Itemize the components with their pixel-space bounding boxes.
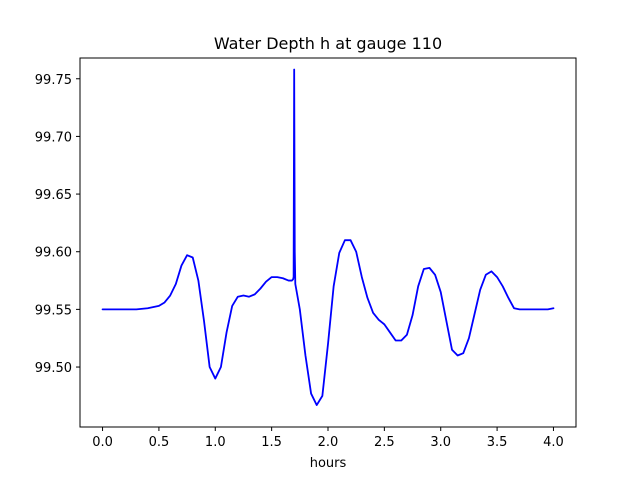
x-tick-label: 3.5 (487, 435, 508, 450)
series-layer (101, 68, 555, 406)
x-tick-label: 1.0 (205, 435, 226, 450)
y-tick-label: 99.75 (35, 73, 72, 88)
x-tick-label: 0.0 (92, 435, 113, 450)
y-tick-label: 99.50 (35, 361, 72, 376)
series-line-0 (101, 68, 555, 406)
y-axis-ticks: 99.50 99.55 99.60 99.65 99.70 99.75 (35, 73, 80, 376)
x-tick-label: 2.0 (318, 435, 339, 450)
x-tick-label: 1.5 (261, 435, 282, 450)
x-axis-ticks: 0.0 0.5 1.0 1.5 2.0 2.5 3.0 3.5 4.0 (92, 427, 564, 450)
chart-title: Water Depth h at gauge 110 (214, 34, 442, 53)
y-tick-label: 99.55 (35, 303, 72, 318)
x-tick-label: 2.5 (374, 435, 395, 450)
y-tick-label: 99.65 (35, 188, 72, 203)
x-tick-label: 4.0 (543, 435, 564, 450)
x-axis-label: hours (310, 456, 347, 471)
x-tick-label: 0.5 (149, 435, 170, 450)
x-tick-label: 3.0 (430, 435, 451, 450)
plot-frame (79, 57, 577, 428)
y-tick-label: 99.60 (35, 246, 72, 261)
y-tick-label: 99.70 (35, 130, 72, 145)
